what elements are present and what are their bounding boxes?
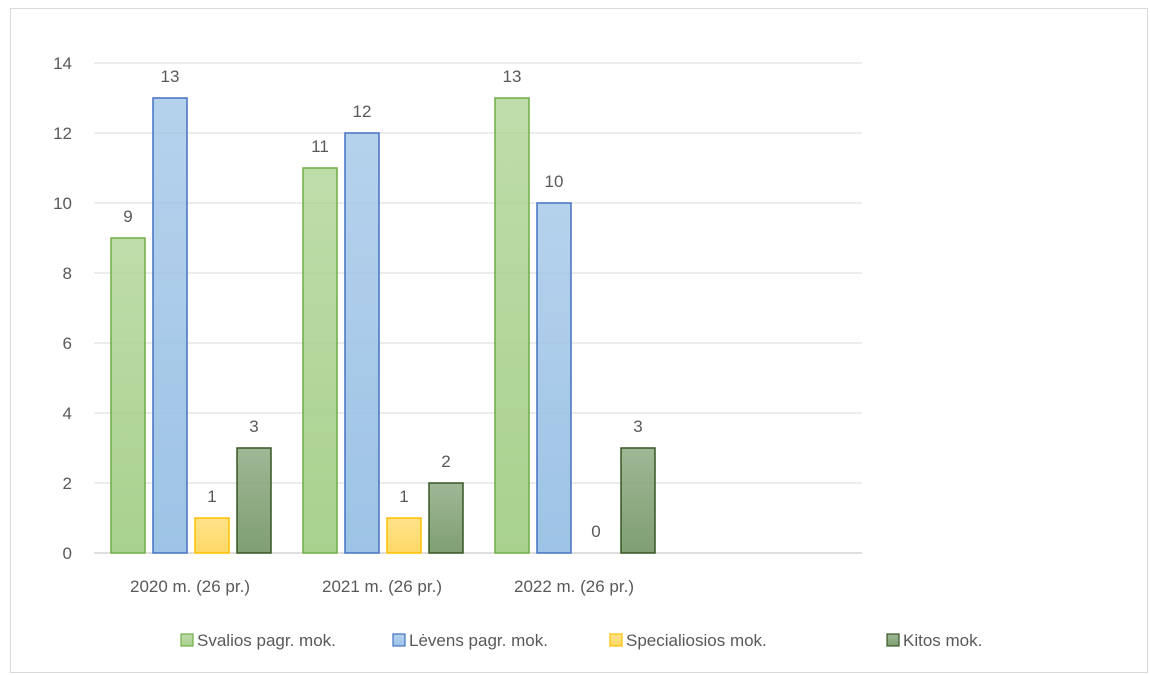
- legend-entry: Kitos mok.: [903, 631, 982, 650]
- x-tick-label: 2020 m. (26 pr.): [130, 577, 250, 596]
- data-label: 1: [207, 487, 216, 506]
- bar: [428, 482, 464, 554]
- data-label: 10: [545, 172, 564, 191]
- data-label: 13: [161, 67, 180, 86]
- data-label: 12: [353, 102, 372, 121]
- x-axis-ticks: 2020 m. (26 pr.) 2021 m. (26 pr.) 2022 m. …: [130, 577, 634, 596]
- y-tick-label: 2: [63, 474, 72, 493]
- data-label: 2: [441, 452, 450, 471]
- data-label: 11: [311, 137, 329, 156]
- legend-swatch: [180, 633, 194, 647]
- legend-swatch: [609, 633, 623, 647]
- data-label: 3: [249, 417, 258, 436]
- bar: [344, 132, 380, 554]
- legend-entry: Specialiosios mok.: [626, 631, 767, 650]
- bars: [110, 97, 656, 554]
- bar: [194, 517, 230, 554]
- legend: Svalios pagr. mok. Lėvens pagr. mok. Speci…: [180, 631, 982, 650]
- y-tick-label: 4: [63, 404, 72, 423]
- bar: [236, 447, 272, 554]
- y-tick-label: 6: [63, 334, 72, 353]
- y-tick-label: 8: [63, 264, 72, 283]
- data-label: 9: [123, 207, 132, 226]
- y-tick-label: 12: [53, 124, 72, 143]
- bar: [494, 97, 530, 554]
- bar: [386, 517, 422, 554]
- chart-frame: [10, 8, 1148, 673]
- bar: [620, 447, 656, 554]
- bar: [536, 202, 572, 554]
- bar: [302, 167, 338, 554]
- data-label: 1: [399, 487, 408, 506]
- y-tick-label: 14: [53, 54, 72, 73]
- bar: [152, 97, 188, 554]
- y-axis-ticks: 0 2 4 6 8 10 12 14: [53, 54, 72, 563]
- bar: [110, 237, 146, 554]
- y-tick-label: 0: [63, 544, 72, 563]
- legend-entry: Svalios pagr. mok.: [197, 631, 336, 650]
- legend-swatch: [886, 633, 900, 647]
- data-label: 3: [633, 417, 642, 436]
- legend-entry: Lėvens pagr. mok.: [409, 631, 548, 650]
- legend-swatch: [392, 633, 406, 647]
- x-tick-label: 2022 m. (26 pr.): [514, 577, 634, 596]
- data-label: 13: [503, 67, 522, 86]
- x-tick-label: 2021 m. (26 pr.): [322, 577, 442, 596]
- y-tick-label: 10: [53, 194, 72, 213]
- gridlines: [94, 62, 862, 554]
- data-label: 0: [591, 522, 600, 541]
